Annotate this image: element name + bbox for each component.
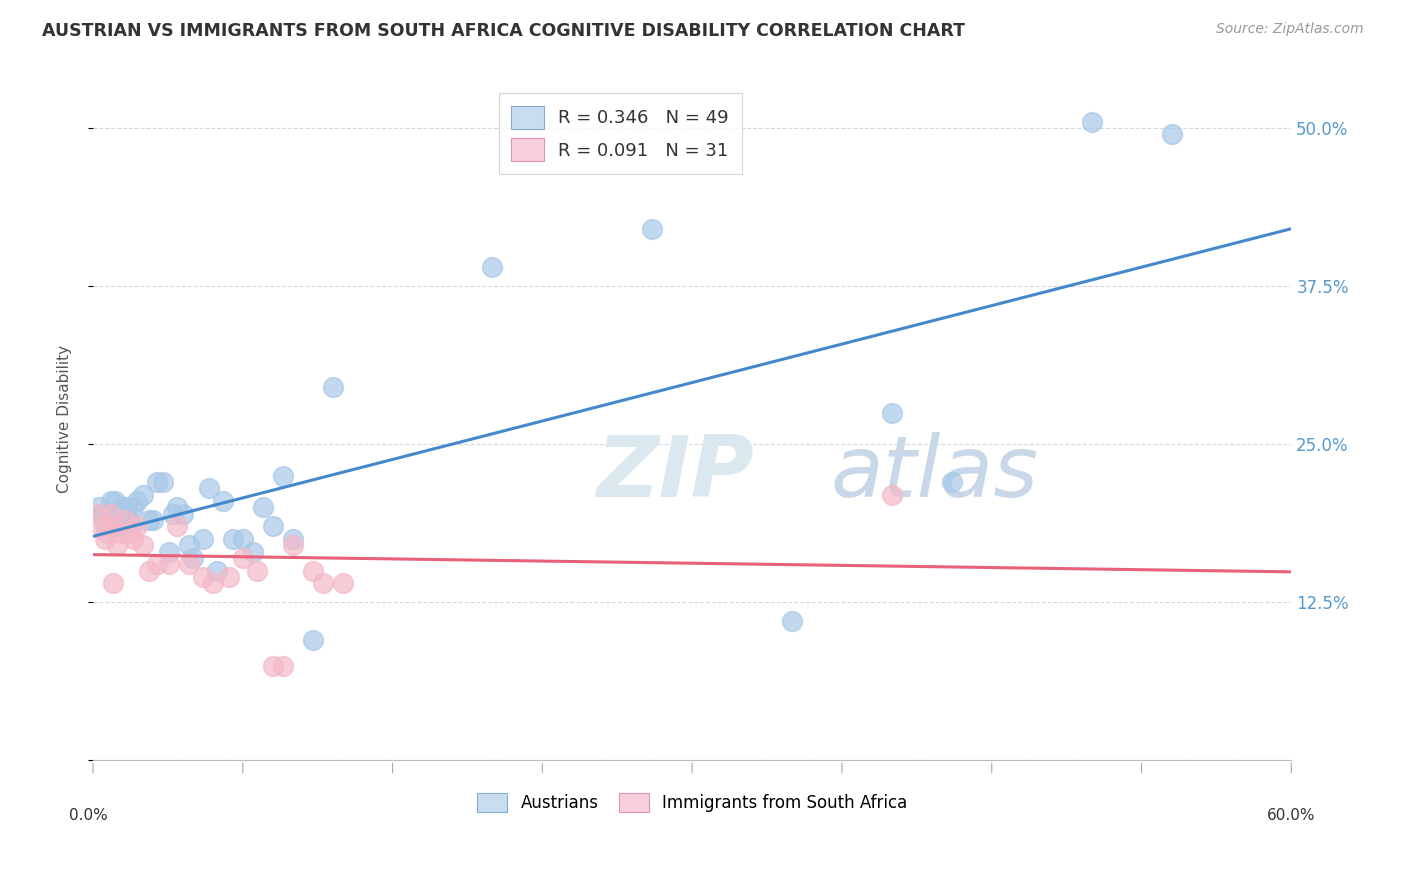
Text: 0.0%: 0.0% <box>69 808 108 823</box>
Point <box>780 615 803 629</box>
Point <box>94 532 117 546</box>
Point <box>332 576 354 591</box>
Point <box>146 558 169 572</box>
Point <box>125 519 148 533</box>
Point <box>191 570 214 584</box>
Point <box>138 564 160 578</box>
Point <box>232 532 254 546</box>
Point <box>110 500 132 515</box>
Point <box>101 513 124 527</box>
Point <box>157 545 180 559</box>
Point <box>262 519 284 533</box>
Point <box>101 576 124 591</box>
Point <box>201 576 224 591</box>
Point <box>166 500 188 515</box>
Point <box>125 494 148 508</box>
Point <box>98 519 121 533</box>
Point <box>157 558 180 572</box>
Point <box>120 519 142 533</box>
Point <box>96 507 118 521</box>
Point <box>162 507 184 521</box>
Point <box>90 519 112 533</box>
Legend: Austrians, Immigrants from South Africa: Austrians, Immigrants from South Africa <box>468 784 915 821</box>
Point <box>122 532 145 546</box>
Point <box>172 507 194 521</box>
Point <box>301 633 323 648</box>
Text: atlas: atlas <box>830 432 1038 515</box>
Point <box>218 570 240 584</box>
Point <box>118 513 141 527</box>
Point <box>98 519 121 533</box>
Point <box>132 538 155 552</box>
Point <box>105 538 128 552</box>
Point <box>105 519 128 533</box>
Point <box>87 500 110 515</box>
Point <box>281 532 304 546</box>
Point <box>110 525 132 540</box>
Point <box>100 494 122 508</box>
Point <box>96 525 118 540</box>
Text: ZIP: ZIP <box>596 432 754 515</box>
Point <box>880 406 903 420</box>
Point <box>122 500 145 515</box>
Point <box>232 551 254 566</box>
Text: Source: ZipAtlas.com: Source: ZipAtlas.com <box>1216 22 1364 37</box>
Point <box>87 507 110 521</box>
Point <box>246 564 269 578</box>
Point <box>90 507 112 521</box>
Point <box>1160 128 1182 142</box>
Point <box>198 482 221 496</box>
Point <box>177 558 200 572</box>
Point <box>1080 114 1102 128</box>
Point <box>880 488 903 502</box>
Point <box>118 525 141 540</box>
Point <box>104 494 127 508</box>
Point <box>481 260 503 274</box>
Point <box>146 475 169 490</box>
Point <box>252 500 274 515</box>
Point <box>281 538 304 552</box>
Point <box>301 564 323 578</box>
Point <box>322 380 344 394</box>
Point <box>312 576 335 591</box>
Point <box>142 513 165 527</box>
Point <box>641 222 664 236</box>
Point <box>94 519 117 533</box>
Point <box>111 519 134 533</box>
Point <box>108 507 131 521</box>
Point <box>115 500 138 515</box>
Point <box>181 551 204 566</box>
Point <box>177 538 200 552</box>
Point <box>271 468 294 483</box>
Point <box>271 658 294 673</box>
Point <box>132 488 155 502</box>
Point <box>222 532 245 546</box>
Point <box>941 475 963 490</box>
Point <box>114 507 136 521</box>
Point <box>152 475 174 490</box>
Text: AUSTRIAN VS IMMIGRANTS FROM SOUTH AFRICA COGNITIVE DISABILITY CORRELATION CHART: AUSTRIAN VS IMMIGRANTS FROM SOUTH AFRICA… <box>42 22 965 40</box>
Point <box>262 658 284 673</box>
Point <box>100 507 122 521</box>
Point <box>205 564 228 578</box>
Y-axis label: Cognitive Disability: Cognitive Disability <box>58 345 72 493</box>
Point <box>211 494 233 508</box>
Point <box>138 513 160 527</box>
Point <box>191 532 214 546</box>
Point <box>242 545 264 559</box>
Point <box>114 513 136 527</box>
Point <box>166 519 188 533</box>
Text: 60.0%: 60.0% <box>1267 808 1315 823</box>
